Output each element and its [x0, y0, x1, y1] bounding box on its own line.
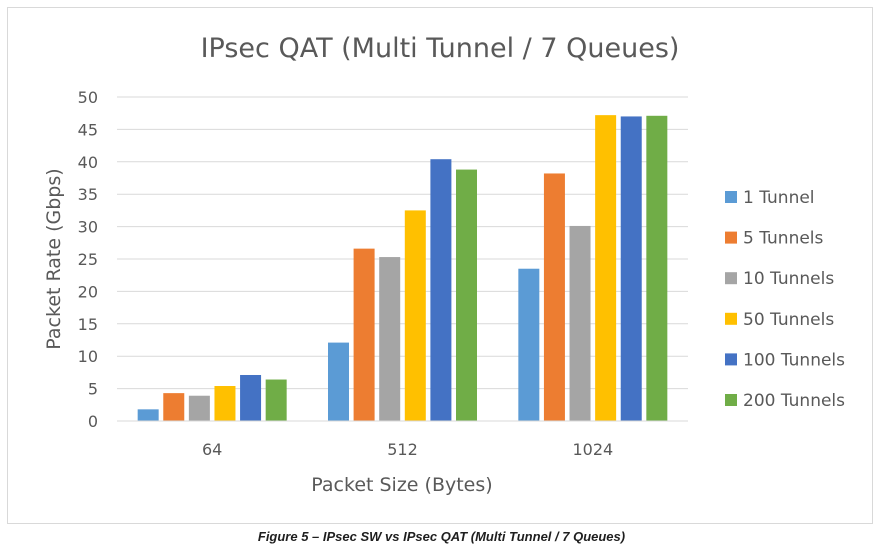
legend-label: 10 Tunnels [743, 269, 834, 289]
bar [518, 268, 540, 421]
bar [404, 210, 426, 421]
y-tick-label: 15 [78, 315, 98, 334]
legend-label: 100 Tunnels [743, 350, 845, 370]
legend-swatch [725, 312, 737, 325]
y-tick-label: 5 [88, 380, 98, 399]
bar [353, 248, 375, 421]
figure-caption: Figure 5 – IPsec SW vs IPsec QAT (Multi … [257, 529, 626, 544]
legend-label: 1 Tunnel [743, 188, 815, 208]
bar [265, 379, 287, 421]
chart-title: IPsec QAT (Multi Tunnel / 7 Queues) [201, 33, 680, 64]
bar [620, 116, 642, 421]
bar [595, 115, 617, 422]
x-tick-label: 512 [387, 440, 418, 459]
bar [214, 386, 236, 421]
bars [137, 115, 668, 422]
legend: 1 Tunnel 5 Tunnels 10 Tunnels 50 Tunnels 100… [725, 188, 845, 411]
legend-label: 5 Tunnels [743, 229, 824, 249]
legend-label: 200 Tunnels [743, 391, 845, 411]
bar [543, 173, 565, 421]
y-tick-label: 40 [78, 153, 98, 172]
x-axis-ticks: 64 512 1024 [202, 440, 613, 459]
bar [163, 393, 185, 421]
x-axis-label: Packet Size (Bytes) [311, 474, 492, 496]
y-tick-label: 45 [78, 120, 98, 139]
bar [430, 159, 452, 421]
legend-swatch [725, 191, 737, 203]
y-axis-ticks: 0 5 10 15 20 25 30 35 40 45 50 [78, 88, 98, 431]
bar [328, 342, 349, 421]
legend-swatch [725, 272, 737, 285]
y-tick-label: 30 [78, 218, 98, 237]
bar [240, 374, 262, 421]
bar [137, 409, 159, 421]
y-tick-label: 0 [88, 412, 98, 431]
x-tick-label: 1024 [572, 440, 613, 459]
bar [646, 115, 668, 422]
legend-swatch [725, 353, 737, 366]
bar [188, 395, 210, 421]
y-tick-label: 50 [78, 88, 98, 107]
x-tick-label: 64 [202, 440, 222, 459]
bar [379, 257, 401, 421]
gridlines [117, 96, 688, 390]
bar [456, 169, 477, 421]
y-tick-label: 10 [78, 347, 98, 366]
y-tick-label: 20 [78, 282, 98, 301]
legend-swatch [725, 394, 737, 406]
y-tick-label: 35 [78, 185, 98, 204]
y-axis-label: Packet Rate (Gbps) [43, 168, 65, 349]
y-tick-label: 25 [78, 250, 98, 269]
bar [569, 225, 591, 421]
bar-chart: IPsec QAT (Multi Tunnel / 7 Queues) 0 5 10… [43, 33, 845, 496]
legend-swatch [725, 231, 737, 244]
legend-label: 50 Tunnels [743, 310, 834, 330]
